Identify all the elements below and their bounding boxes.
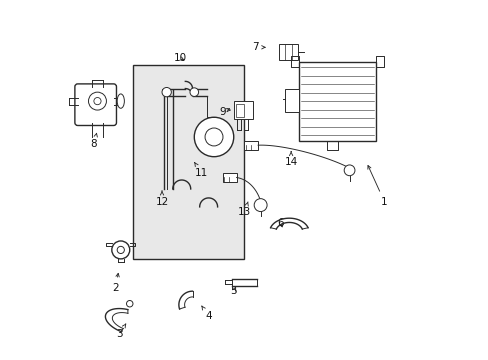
Bar: [278, 44, 298, 59]
Text: 12: 12: [155, 191, 168, 207]
Text: 11: 11: [194, 163, 208, 178]
Text: 6: 6: [277, 218, 283, 228]
Ellipse shape: [117, 94, 124, 108]
Bar: [133, 65, 244, 259]
Text: 2: 2: [112, 273, 119, 293]
Bar: [285, 89, 299, 112]
Bar: [233, 101, 253, 119]
Circle shape: [344, 165, 354, 176]
Circle shape: [162, 87, 171, 97]
Text: 14: 14: [284, 152, 297, 167]
Circle shape: [204, 128, 223, 146]
Text: 3: 3: [116, 324, 125, 339]
Circle shape: [112, 241, 129, 259]
Text: 10: 10: [173, 53, 186, 63]
Bar: [235, 104, 244, 117]
FancyBboxPatch shape: [75, 84, 116, 126]
Circle shape: [88, 92, 106, 110]
Text: 4: 4: [202, 306, 211, 321]
Circle shape: [117, 246, 124, 253]
Bar: [299, 62, 376, 140]
Text: 1: 1: [367, 166, 387, 207]
Text: 7: 7: [251, 42, 264, 52]
Text: 13: 13: [237, 202, 251, 217]
Circle shape: [94, 98, 101, 105]
Circle shape: [254, 199, 266, 212]
Text: 8: 8: [90, 133, 97, 149]
Circle shape: [126, 301, 133, 307]
Bar: [223, 173, 236, 182]
Circle shape: [190, 88, 198, 96]
Text: 5: 5: [230, 286, 237, 296]
Circle shape: [194, 117, 233, 157]
Text: 9: 9: [219, 107, 229, 117]
Bar: [244, 140, 258, 149]
